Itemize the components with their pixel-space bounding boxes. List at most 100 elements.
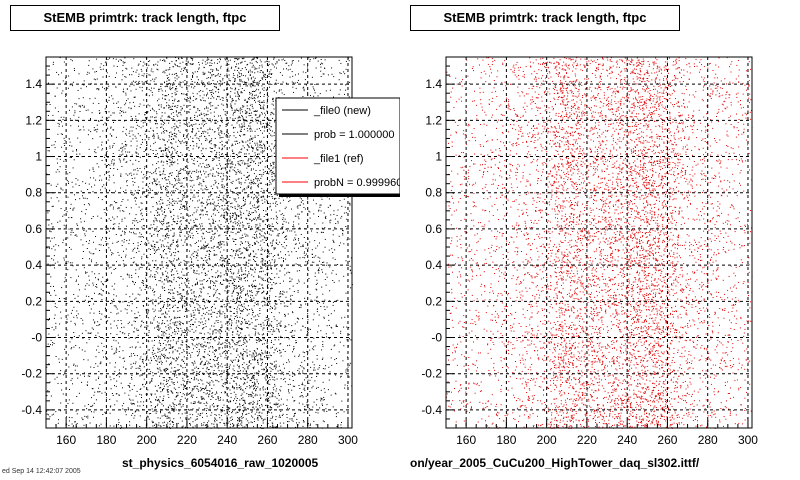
data-point — [115, 86, 117, 88]
data-point — [157, 303, 159, 305]
data-point — [55, 326, 57, 328]
data-point — [232, 114, 234, 116]
data-point — [76, 153, 78, 155]
data-point — [169, 165, 171, 167]
data-point — [202, 180, 204, 182]
data-point — [150, 211, 152, 213]
data-point — [261, 292, 263, 293]
data-point — [48, 333, 50, 335]
data-point — [150, 321, 152, 323]
data-point — [163, 132, 165, 134]
data-point — [111, 192, 112, 194]
data-point — [89, 422, 91, 424]
data-point — [319, 242, 320, 244]
data-point — [261, 113, 263, 115]
data-point — [149, 398, 150, 400]
data-point — [212, 381, 214, 383]
data-point — [252, 269, 254, 271]
data-point — [233, 380, 235, 382]
data-point — [61, 121, 62, 123]
data-point — [201, 343, 203, 345]
data-point — [121, 154, 123, 156]
data-point — [272, 226, 274, 227]
data-point — [341, 215, 343, 217]
data-point — [113, 163, 115, 165]
data-point — [199, 413, 201, 414]
data-point — [189, 118, 191, 120]
data-point — [258, 291, 260, 292]
data-point — [208, 373, 210, 375]
data-point — [121, 166, 123, 167]
data-point — [123, 402, 125, 404]
data-point — [176, 107, 178, 109]
data-point — [298, 402, 300, 404]
data-point — [271, 245, 273, 247]
data-point — [296, 422, 297, 424]
data-point — [198, 91, 200, 93]
data-point — [298, 422, 300, 424]
data-point — [244, 162, 246, 164]
data-point — [137, 193, 139, 195]
data-point — [239, 257, 241, 259]
data-point — [236, 376, 238, 378]
data-point — [195, 211, 197, 213]
data-point — [164, 72, 166, 74]
data-point — [229, 407, 231, 409]
data-point — [274, 305, 276, 307]
data-point — [161, 334, 163, 336]
data-point — [204, 388, 205, 390]
data-point — [60, 116, 62, 118]
data-point — [308, 57, 310, 59]
data-point — [306, 334, 308, 336]
data-point — [204, 100, 206, 102]
data-point — [193, 106, 195, 108]
data-point — [269, 182, 271, 183]
data-point — [239, 296, 240, 298]
data-point — [252, 150, 254, 152]
data-point — [131, 324, 133, 326]
data-point — [69, 247, 70, 248]
data-point — [279, 352, 281, 354]
data-point — [63, 61, 65, 63]
data-point — [170, 106, 172, 108]
data-point — [262, 235, 264, 237]
data-point — [210, 143, 212, 145]
data-point — [254, 67, 256, 69]
data-point — [275, 365, 277, 367]
data-point — [247, 280, 248, 282]
data-point — [237, 63, 239, 65]
data-point — [206, 415, 208, 417]
data-point — [230, 155, 232, 157]
data-point — [54, 262, 56, 264]
data-point — [135, 297, 137, 299]
data-point — [243, 247, 245, 249]
data-point — [290, 295, 291, 297]
data-point — [123, 239, 125, 241]
data-point — [108, 218, 110, 220]
data-point — [230, 327, 232, 329]
data-point — [217, 168, 219, 169]
data-point — [157, 349, 159, 351]
data-point — [256, 319, 258, 321]
data-point — [224, 290, 226, 292]
data-point — [342, 230, 344, 232]
data-point — [162, 274, 164, 276]
data-point — [118, 422, 120, 423]
data-point — [210, 282, 211, 284]
data-point — [158, 356, 159, 358]
data-point — [262, 195, 264, 197]
data-point — [120, 173, 122, 175]
data-point — [251, 146, 253, 148]
data-point — [172, 87, 174, 89]
data-point — [223, 133, 225, 135]
data-point — [299, 197, 301, 199]
data-point — [265, 379, 267, 381]
data-point — [137, 242, 139, 244]
data-point — [216, 359, 218, 361]
data-point — [230, 401, 231, 403]
data-point — [154, 393, 156, 395]
data-point — [169, 82, 170, 84]
data-point — [87, 415, 89, 417]
data-point — [202, 388, 204, 389]
data-point — [152, 302, 154, 304]
